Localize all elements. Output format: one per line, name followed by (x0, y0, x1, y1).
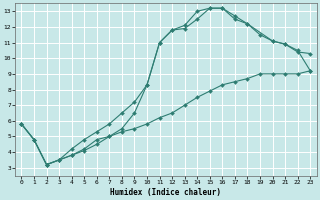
X-axis label: Humidex (Indice chaleur): Humidex (Indice chaleur) (110, 188, 221, 197)
